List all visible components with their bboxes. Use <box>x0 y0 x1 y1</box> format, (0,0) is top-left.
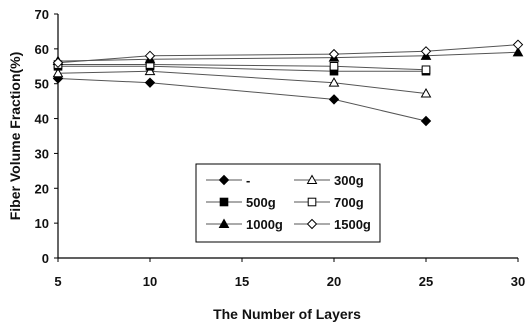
data-point <box>218 218 230 228</box>
legend-label: - <box>246 173 250 188</box>
data-point <box>420 87 432 98</box>
legend-label: 300g <box>334 173 364 188</box>
y-tick-label: 40 <box>35 112 49 127</box>
series-line <box>58 65 426 72</box>
legend-item: 500g <box>206 195 276 210</box>
x-axis-title: The Number of Layers <box>213 306 361 322</box>
legend-item: 1000g <box>206 217 283 232</box>
series-line <box>57 70 427 94</box>
chart-axes <box>57 14 518 259</box>
series-line <box>58 64 427 71</box>
chart-series <box>52 39 524 127</box>
series-5 <box>52 39 524 69</box>
data-point <box>420 46 432 57</box>
data-point <box>144 50 156 62</box>
y-tick-label: 50 <box>35 77 49 92</box>
x-tick-label: 20 <box>327 274 341 289</box>
data-point <box>219 197 229 207</box>
y-tick-label: 0 <box>42 251 49 266</box>
data-point <box>144 77 156 88</box>
y-axis-ticks: 0 10 20 30 40 50 60 70 <box>35 7 58 266</box>
legend-label: 1500g <box>334 217 371 232</box>
legend-item: 700g <box>294 195 364 210</box>
x-tick-label: 5 <box>54 274 61 289</box>
data-point <box>328 77 340 87</box>
x-tick-label: 25 <box>419 274 433 289</box>
y-axis-title: Fiber Volume Fraction(%) <box>7 52 23 221</box>
data-point <box>329 61 339 71</box>
data-point <box>306 174 318 184</box>
x-tick-label: 30 <box>511 274 525 289</box>
chart-legend: - 300g 500g 700g 1000g 1500g <box>195 163 381 243</box>
series-line <box>57 51 519 62</box>
data-point <box>306 218 318 230</box>
x-axis-ticks: 5 10 15 20 25 30 <box>54 258 525 289</box>
y-tick-label: 20 <box>35 181 49 196</box>
y-tick-label: 70 <box>35 7 49 22</box>
y-tick-label: 10 <box>35 216 49 231</box>
series-1 <box>52 65 432 98</box>
series-0 <box>52 73 432 127</box>
data-point <box>328 48 340 60</box>
series-line <box>57 78 427 122</box>
y-tick-label: 60 <box>35 42 49 57</box>
legend-label: 700g <box>334 195 364 210</box>
data-point <box>52 67 64 78</box>
legend-item: 1500g <box>294 217 371 232</box>
y-tick-label: 30 <box>35 146 49 161</box>
data-point <box>218 174 230 186</box>
data-point <box>328 94 340 105</box>
data-point <box>421 65 431 75</box>
data-point <box>512 39 524 50</box>
data-point <box>307 197 317 207</box>
data-point <box>144 65 156 76</box>
legend-item: - <box>206 173 250 188</box>
data-point <box>420 115 432 127</box>
series-4 <box>52 46 524 66</box>
x-tick-label: 10 <box>143 274 157 289</box>
legend-label: 1000g <box>246 217 283 232</box>
x-tick-label: 15 <box>235 274 249 289</box>
data-point <box>512 46 524 57</box>
legend-item: 300g <box>294 173 364 188</box>
legend-label: 500g <box>246 195 276 210</box>
data-point <box>52 57 64 69</box>
